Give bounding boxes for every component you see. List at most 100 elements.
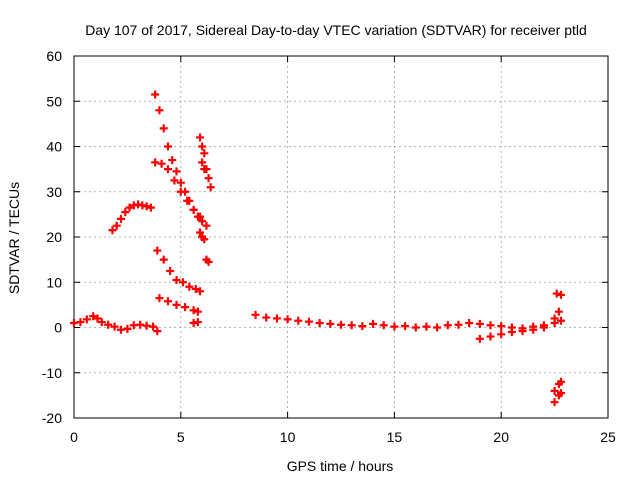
data-point — [206, 183, 215, 192]
axis-ticks: 0 5 10 15 20 25 -20 -10 0 10 20 30 40 50 60 — [42, 48, 616, 445]
data-point — [486, 332, 495, 341]
data-point — [76, 318, 85, 327]
data-series — [196, 133, 215, 192]
data-series — [550, 289, 566, 407]
data-point — [166, 266, 175, 275]
data-series — [108, 200, 155, 235]
data-point — [193, 307, 202, 316]
data-point — [155, 294, 164, 303]
data-point — [189, 205, 198, 214]
data-point — [475, 319, 484, 328]
x-tick-label: 5 — [177, 429, 185, 445]
data-points — [70, 90, 566, 407]
data-point — [557, 377, 566, 386]
data-point — [178, 278, 187, 287]
data-point — [304, 317, 313, 326]
data-point — [326, 319, 335, 328]
grid — [74, 56, 608, 418]
data-point — [163, 142, 172, 151]
data-series — [155, 294, 202, 316]
data-point — [172, 167, 181, 176]
data-point — [170, 176, 179, 185]
data-point — [196, 133, 205, 142]
data-point — [315, 318, 324, 327]
data-point — [529, 325, 538, 334]
data-point — [121, 208, 130, 217]
y-tick-label: 20 — [46, 229, 62, 245]
data-series — [475, 307, 563, 343]
data-point — [550, 386, 559, 395]
y-axis-label: SDTVAR / TECUs — [6, 182, 22, 294]
data-point — [202, 221, 211, 230]
data-point — [379, 321, 388, 330]
data-point — [172, 275, 181, 284]
x-tick-label: 15 — [387, 429, 403, 445]
data-series — [70, 312, 162, 336]
x-tick-label: 20 — [493, 429, 509, 445]
data-point — [475, 334, 484, 343]
data-point — [183, 196, 192, 205]
data-point — [454, 320, 463, 329]
data-point — [272, 314, 281, 323]
data-point — [168, 156, 177, 165]
y-tick-label: 0 — [54, 320, 62, 336]
data-point — [163, 297, 172, 306]
data-point — [204, 174, 213, 183]
data-point — [518, 327, 527, 336]
data-point — [189, 306, 198, 315]
data-point — [176, 187, 185, 196]
data-point — [123, 324, 132, 333]
data-point — [401, 322, 410, 331]
x-axis-label: GPS time / hours — [287, 458, 394, 474]
data-point — [82, 315, 91, 324]
y-tick-label: 10 — [46, 274, 62, 290]
data-point — [153, 327, 162, 336]
data-point — [486, 321, 495, 330]
data-point — [557, 389, 566, 398]
data-point — [191, 285, 200, 294]
data-point — [337, 320, 345, 329]
data-point — [554, 307, 563, 316]
data-point — [93, 314, 102, 323]
data-point — [198, 142, 207, 151]
data-point — [198, 217, 207, 226]
data-point — [200, 165, 209, 174]
data-point — [97, 318, 106, 327]
x-tick-label: 10 — [280, 429, 296, 445]
data-point — [550, 398, 559, 407]
data-point — [159, 255, 168, 264]
data-point — [125, 203, 134, 212]
data-point — [552, 289, 561, 298]
data-point — [422, 322, 431, 331]
data-point — [497, 322, 506, 331]
data-point — [110, 322, 119, 331]
x-tick-label: 25 — [600, 429, 616, 445]
data-series — [151, 158, 205, 221]
data-point — [557, 290, 566, 299]
y-tick-label: -10 — [42, 365, 62, 381]
data-point — [116, 214, 125, 223]
data-point — [196, 287, 205, 296]
data-point — [142, 202, 151, 211]
data-point — [151, 90, 160, 99]
data-point — [200, 149, 209, 158]
data-point — [550, 314, 559, 323]
data-point — [358, 322, 367, 331]
data-point — [390, 322, 399, 331]
data-point — [411, 323, 420, 332]
data-point — [507, 328, 516, 337]
y-tick-label: 50 — [46, 93, 62, 109]
data-point — [433, 323, 442, 332]
data-point — [157, 159, 166, 168]
data-point — [196, 228, 205, 237]
data-point — [497, 330, 506, 339]
data-point — [159, 124, 168, 133]
data-series — [189, 228, 213, 327]
data-point — [369, 319, 378, 328]
chart-title: Day 107 of 2017, Sidereal Day-to-day VTE… — [85, 22, 587, 38]
data-point — [251, 310, 260, 319]
data-point — [153, 246, 162, 255]
y-tick-label: -20 — [42, 410, 62, 426]
data-point — [283, 315, 292, 324]
